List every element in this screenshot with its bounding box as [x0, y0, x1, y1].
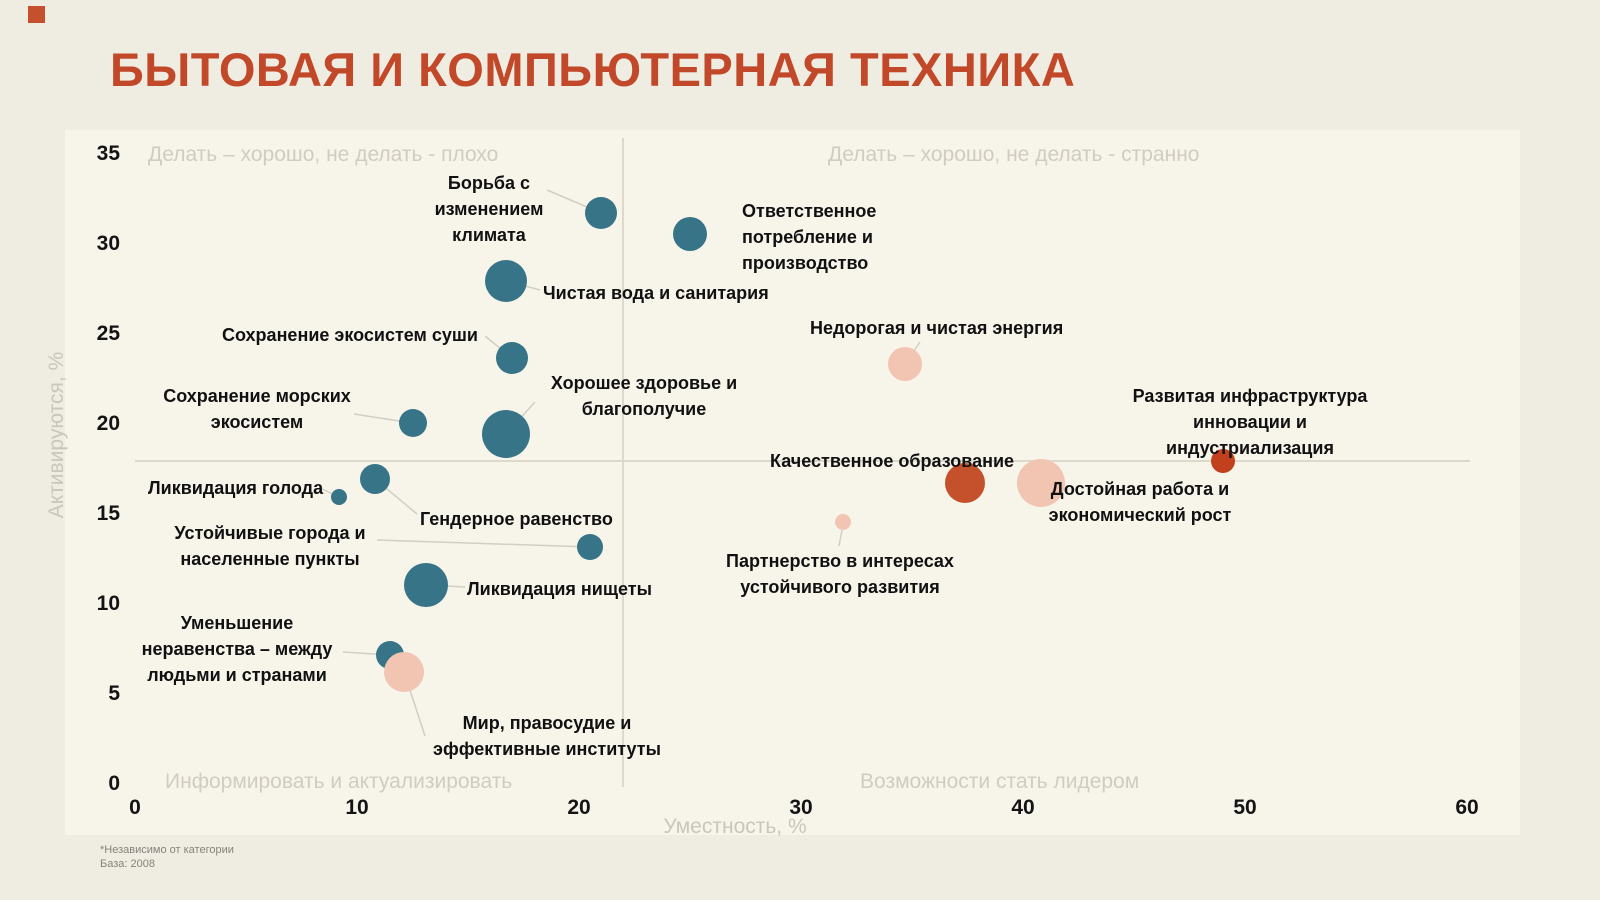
y-axis-tick: 25	[96, 322, 120, 345]
x-axis-tick: 20	[567, 796, 591, 819]
brand-accent-square	[28, 6, 45, 23]
page-title: БЫТОВАЯ И КОМПЬЮТЕРНАЯ ТЕХНИКА	[110, 43, 1076, 96]
chart-bubble	[484, 260, 527, 302]
point-label: Хорошее здоровье и благополучие	[550, 373, 738, 419]
point-label: Недорогая и чистая энергия	[810, 318, 1064, 338]
x-axis-tick: 10	[345, 796, 369, 819]
point-label: Ликвидация нищеты	[467, 579, 652, 599]
point-label: Сохранение экосистем суши	[222, 325, 478, 345]
quadrant-label-top-right: Делать – хорошо, не делать - странно	[828, 143, 1200, 166]
chart-bubble	[585, 196, 618, 229]
y-axis-tick: 15	[96, 502, 120, 525]
point-label: Развитая инфраструктура инновации и индуст…	[1132, 386, 1368, 458]
point-label: Партнерство в интересах устойчивого разви…	[726, 551, 954, 597]
point-label: Чистая вода и санитария	[543, 283, 769, 303]
x-axis-tick: 30	[789, 796, 813, 819]
y-axis-tick: 35	[96, 142, 120, 165]
y-axis-tick: 0	[108, 772, 120, 795]
quadrant-divider-horizontal	[135, 460, 1470, 462]
point-label: Сохранение морских экосистем	[163, 386, 351, 432]
chart-bubble	[496, 342, 529, 375]
point-label: Мир, правосудие и эффективные институты	[433, 713, 661, 759]
chart-bubble	[945, 462, 986, 503]
label-connector	[376, 539, 591, 548]
point-label: Качественное образование	[770, 451, 1015, 471]
point-label: Борьба с изменением климата	[434, 173, 544, 245]
chart-panel: Делать – хорошо, не делать - плохо Делат…	[45, 130, 1520, 838]
chart-bubble	[835, 514, 852, 531]
chart-bubble	[1210, 449, 1235, 473]
y-axis-tick: 20	[96, 412, 120, 435]
footnote: *Независимо от категории База: 2008	[100, 843, 234, 871]
chart-bubble	[673, 217, 707, 252]
point-label: Достойная работа и экономический рост	[1048, 479, 1232, 525]
y-axis-tick: 10	[96, 592, 120, 615]
point-label: Гендерное равенство	[420, 509, 613, 529]
footnote-line-1: *Независимо от категории	[100, 844, 234, 856]
point-label: Устойчивые города и населенные пункты	[174, 523, 366, 569]
chart-bubble	[481, 410, 530, 458]
x-axis-tick: 50	[1233, 796, 1257, 819]
y-axis-tick: 5	[108, 682, 120, 705]
y-axis-title: Активируются, %	[45, 351, 68, 519]
chart-bubble	[577, 534, 604, 561]
x-axis-tick: 60	[1455, 796, 1479, 819]
chart-bubble	[403, 563, 448, 608]
footnote-line-2: База: 2008	[100, 858, 155, 870]
quadrant-label-top-left: Делать – хорошо, не делать - плохо	[148, 143, 499, 166]
x-axis-tick: 40	[1011, 796, 1035, 819]
quadrant-divider-vertical	[622, 138, 625, 787]
quadrant-label-bottom-right: Возможности стать лидером	[860, 770, 1140, 793]
chart-bubble	[1016, 458, 1065, 507]
chart-bubble	[888, 346, 923, 381]
chart-bubble	[383, 651, 424, 692]
x-axis-title: Уместность, %	[663, 815, 807, 838]
chart-bubble	[331, 489, 348, 505]
chart-bubble	[359, 464, 390, 494]
x-axis-tick: 0	[129, 796, 141, 819]
point-label: Ликвидация голода	[148, 478, 324, 498]
quadrant-label-bottom-left: Информировать и актуализировать	[165, 770, 513, 793]
point-label: Ответственное потребление и производство	[742, 201, 877, 273]
y-axis-tick: 30	[96, 232, 120, 255]
chart-bubble	[398, 409, 427, 438]
point-label: Уменьшение неравенства – между людьми и ст…	[141, 613, 333, 685]
